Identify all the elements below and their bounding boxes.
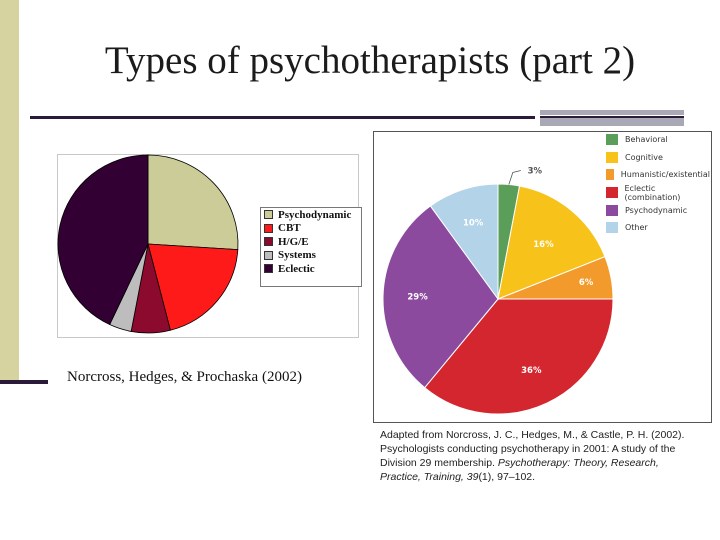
right-pie-chart: 3% 16% 6% 36% 29% 10% — [382, 167, 614, 415]
pie-slice-eclectic — [57, 154, 149, 326]
legend-item-h-g-e: H/G/E — [261, 235, 361, 249]
right-chart-caption: Adapted from Norcross, J. C., Hedges, M.… — [380, 428, 700, 484]
legend-item-eclectic-combination: Eclectic (combination) — [606, 184, 710, 202]
legend-item-cbt: CBT — [261, 222, 361, 236]
left-chart-citation: Norcross, Hedges, & Prochaska (2002) — [67, 369, 302, 385]
legend-item-eclectic: Eclectic — [261, 262, 361, 276]
left-pie-chart — [57, 154, 239, 334]
legend-swatch — [264, 223, 273, 233]
caption-text: Adapted from Norcross, J. C., Hedges, M.… — [380, 429, 685, 469]
legend-label: CBT — [278, 222, 301, 235]
title-divider-accent-lower — [540, 118, 684, 126]
legend-label: Psychodynamic — [278, 208, 352, 221]
legend-label: Eclectic (combination) — [624, 183, 681, 202]
pie-slice-cbt — [147, 243, 239, 331]
legend-label: Cognitive — [625, 152, 663, 162]
legend-label: Other — [625, 223, 648, 233]
legend-swatch — [606, 134, 618, 146]
legend-label: H/G/E — [278, 235, 309, 248]
data-label-eclectic-combination: 36% — [521, 366, 542, 376]
data-label-other: 10% — [463, 218, 484, 228]
title-divider-accent-line — [540, 116, 684, 118]
pie-slice-psychodynamic — [147, 154, 239, 251]
data-label-humanistic-existential: 6% — [579, 278, 594, 288]
legend-label: Systems — [278, 249, 316, 262]
pie-slice-psychodynamic — [382, 205, 499, 389]
legend-swatch — [606, 169, 614, 181]
legend-item-behavioral: Behavioral — [606, 131, 710, 149]
decorative-sidebar — [0, 0, 19, 384]
data-label-behavioral: 3% — [528, 167, 543, 177]
legend-swatch — [606, 222, 618, 234]
legend-item-humanistic-existential: Humanistic/existential — [606, 166, 710, 184]
data-label-psychodynamic: 29% — [407, 292, 428, 302]
legend-swatch — [264, 210, 273, 220]
decorative-sidebar-accent — [0, 380, 48, 384]
caption-pages: (1), 97–102. — [478, 471, 536, 483]
legend-swatch — [264, 250, 273, 260]
caption-journal: Psychotherapy: Theory, Research, Practic… — [380, 457, 659, 483]
label-leader-line — [508, 170, 521, 185]
right-chart-legend: Behavioral Cognitive Humanistic/existentia… — [606, 131, 710, 237]
data-label-cognitive: 16% — [533, 240, 554, 250]
legend-item-psychodynamic: Psychodynamic — [261, 208, 361, 222]
legend-item-psychodynamic: Psychodynamic — [606, 201, 710, 219]
slide-title: Types of psychotherapists (part 2) — [104, 39, 636, 82]
legend-swatch — [606, 204, 618, 216]
legend-item-other: Other — [606, 219, 710, 237]
title-divider — [30, 116, 535, 119]
pie-slice-other — [429, 183, 499, 301]
legend-swatch — [264, 264, 273, 274]
legend-item-systems: Systems — [261, 249, 361, 263]
legend-swatch — [264, 237, 273, 247]
legend-label: Psychodynamic — [625, 205, 688, 215]
title-divider-accent — [540, 110, 684, 115]
legend-label: Eclectic — [278, 262, 315, 275]
pie-slice-cognitive — [497, 185, 606, 300]
legend-label: Humanistic/existential — [620, 170, 710, 180]
legend-swatch — [606, 151, 618, 163]
legend-label: Behavioral — [625, 135, 668, 145]
left-chart-legend: Psychodynamic CBT H/G/E Systems Eclectic — [260, 207, 362, 287]
legend-item-cognitive: Cognitive — [606, 149, 710, 167]
pie-slice-eclectic-combination — [423, 298, 614, 415]
legend-swatch — [606, 187, 618, 199]
